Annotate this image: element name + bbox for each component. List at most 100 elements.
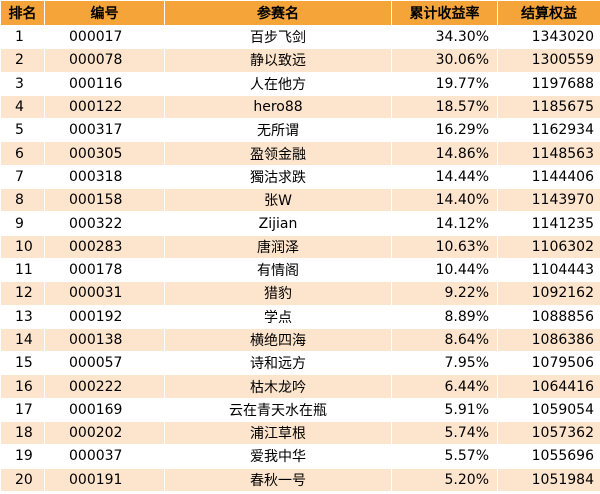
- id-cell: 000191: [44, 467, 165, 492]
- table-row[interactable]: 7 000318 獨沽求跌 14.44% 1144406: [0, 164, 600, 190]
- equity-cell: 1079506: [497, 351, 600, 376]
- rank-cell: 18: [0, 421, 45, 446]
- return-cell: 7.95%: [391, 351, 498, 376]
- id-cell: 000283: [44, 234, 165, 259]
- rank-cell: 4: [0, 94, 45, 120]
- table-row[interactable]: 12 000031 猎豹 9.22% 1092162: [0, 281, 600, 306]
- rank-cell: 10: [0, 234, 45, 259]
- header-row: 排名 编号 参赛名 累计收益率 结算权益: [0, 0, 600, 26]
- id-cell: 000318: [44, 164, 165, 190]
- table-row[interactable]: 16 000222 枯木龙吟 6.44% 1064416: [0, 374, 600, 399]
- table-row[interactable]: 18 000202 浦江草根 5.74% 1057362: [0, 421, 600, 446]
- table-body: 1 000017 百步飞剑 34.30% 1343020 2 000078 静以致远 30.06…: [0, 24, 600, 492]
- rank-cell: 12: [0, 281, 45, 306]
- id-cell: 000222: [44, 374, 165, 399]
- table-row[interactable]: 1 000017 百步飞剑 34.30% 1343020: [0, 24, 600, 50]
- table-row[interactable]: 15 000057 诗和远方 7.95% 1079506: [0, 351, 600, 376]
- name-cell: 横绝四海: [164, 327, 392, 353]
- rank-cell: 6: [0, 141, 45, 166]
- return-cell: 5.74%: [391, 421, 498, 446]
- return-cell: 14.40%: [391, 188, 498, 213]
- rank-cell: 7: [0, 164, 45, 190]
- name-cell: 獨沽求跌: [164, 164, 392, 190]
- rank-cell: 17: [0, 397, 45, 423]
- table-row[interactable]: 3 000116 人在他方 19.77% 1197688: [0, 71, 600, 96]
- table-row[interactable]: 13 000192 学点 8.89% 1088856: [0, 304, 600, 329]
- id-cell: 000017: [44, 24, 165, 50]
- name-cell: 枯木龙吟: [164, 374, 392, 399]
- id-cell: 000037: [44, 444, 165, 469]
- equity-cell: 1143970: [497, 188, 600, 213]
- table-row[interactable]: 17 000169 云在青天水在瓶 5.91% 1059054: [0, 397, 600, 423]
- table-row[interactable]: 4 000122 hero88 18.57% 1185675: [0, 94, 600, 120]
- id-cell: 000116: [44, 71, 165, 96]
- header-id[interactable]: 编号: [44, 0, 165, 26]
- rank-cell: 1: [0, 24, 45, 50]
- return-cell: 34.30%: [391, 24, 498, 50]
- table-row[interactable]: 6 000305 盈领金融 14.86% 1148563: [0, 141, 600, 166]
- id-cell: 000138: [44, 327, 165, 353]
- table-row[interactable]: 5 000317 无所谓 16.29% 1162934: [0, 118, 600, 143]
- equity-cell: 1300559: [497, 48, 600, 73]
- equity-cell: 1059054: [497, 397, 600, 423]
- return-cell: 8.89%: [391, 304, 498, 329]
- rank-cell: 5: [0, 118, 45, 143]
- header-rank[interactable]: 排名: [0, 0, 45, 26]
- id-cell: 000317: [44, 118, 165, 143]
- table-row[interactable]: 14 000138 横绝四海 8.64% 1086386: [0, 327, 600, 353]
- table-row[interactable]: 19 000037 爱我中华 5.57% 1055696: [0, 444, 600, 469]
- id-cell: 000322: [44, 211, 165, 236]
- table-row[interactable]: 11 000178 有情阁 10.44% 1104443: [0, 257, 600, 283]
- return-cell: 30.06%: [391, 48, 498, 73]
- id-cell: 000031: [44, 281, 165, 306]
- header-return[interactable]: 累计收益率: [391, 0, 498, 26]
- header-equity[interactable]: 结算权益: [497, 0, 600, 26]
- equity-cell: 1185675: [497, 94, 600, 120]
- name-cell: hero88: [164, 94, 392, 120]
- return-cell: 18.57%: [391, 94, 498, 120]
- return-cell: 14.12%: [391, 211, 498, 236]
- table-row[interactable]: 20 000191 春秋一号 5.20% 1051984: [0, 467, 600, 492]
- return-cell: 16.29%: [391, 118, 498, 143]
- return-cell: 19.77%: [391, 71, 498, 96]
- return-cell: 5.20%: [391, 467, 498, 492]
- rank-cell: 13: [0, 304, 45, 329]
- table-row[interactable]: 10 000283 唐润泽 10.63% 1106302: [0, 234, 600, 259]
- equity-cell: 1088856: [497, 304, 600, 329]
- name-cell: 唐润泽: [164, 234, 392, 259]
- return-cell: 6.44%: [391, 374, 498, 399]
- rank-cell: 19: [0, 444, 45, 469]
- name-cell: 盈领金融: [164, 141, 392, 166]
- return-cell: 9.22%: [391, 281, 498, 306]
- return-cell: 14.44%: [391, 164, 498, 190]
- id-cell: 000169: [44, 397, 165, 423]
- equity-cell: 1141235: [497, 211, 600, 236]
- name-cell: 诗和远方: [164, 351, 392, 376]
- rank-cell: 15: [0, 351, 45, 376]
- equity-cell: 1144406: [497, 164, 600, 190]
- rank-cell: 20: [0, 467, 45, 492]
- table-row[interactable]: 9 000322 Zijian 14.12% 1141235: [0, 211, 600, 236]
- table-row[interactable]: 8 000158 张W 14.40% 1143970: [0, 188, 600, 213]
- name-cell: 百步飞剑: [164, 24, 392, 50]
- equity-cell: 1057362: [497, 421, 600, 446]
- return-cell: 5.91%: [391, 397, 498, 423]
- equity-cell: 1055696: [497, 444, 600, 469]
- equity-cell: 1064416: [497, 374, 600, 399]
- rank-cell: 11: [0, 257, 45, 283]
- equity-cell: 1104443: [497, 257, 600, 283]
- name-cell: 春秋一号: [164, 467, 392, 492]
- name-cell: 爱我中华: [164, 444, 392, 469]
- header-name[interactable]: 参赛名: [164, 0, 392, 26]
- rank-cell: 9: [0, 211, 45, 236]
- return-cell: 10.63%: [391, 234, 498, 259]
- rank-cell: 14: [0, 327, 45, 353]
- id-cell: 000192: [44, 304, 165, 329]
- equity-cell: 1086386: [497, 327, 600, 353]
- equity-cell: 1343020: [497, 24, 600, 50]
- table-row[interactable]: 2 000078 静以致远 30.06% 1300559: [0, 48, 600, 73]
- id-cell: 000057: [44, 351, 165, 376]
- id-cell: 000158: [44, 188, 165, 213]
- return-cell: 5.57%: [391, 444, 498, 469]
- equity-cell: 1148563: [497, 141, 600, 166]
